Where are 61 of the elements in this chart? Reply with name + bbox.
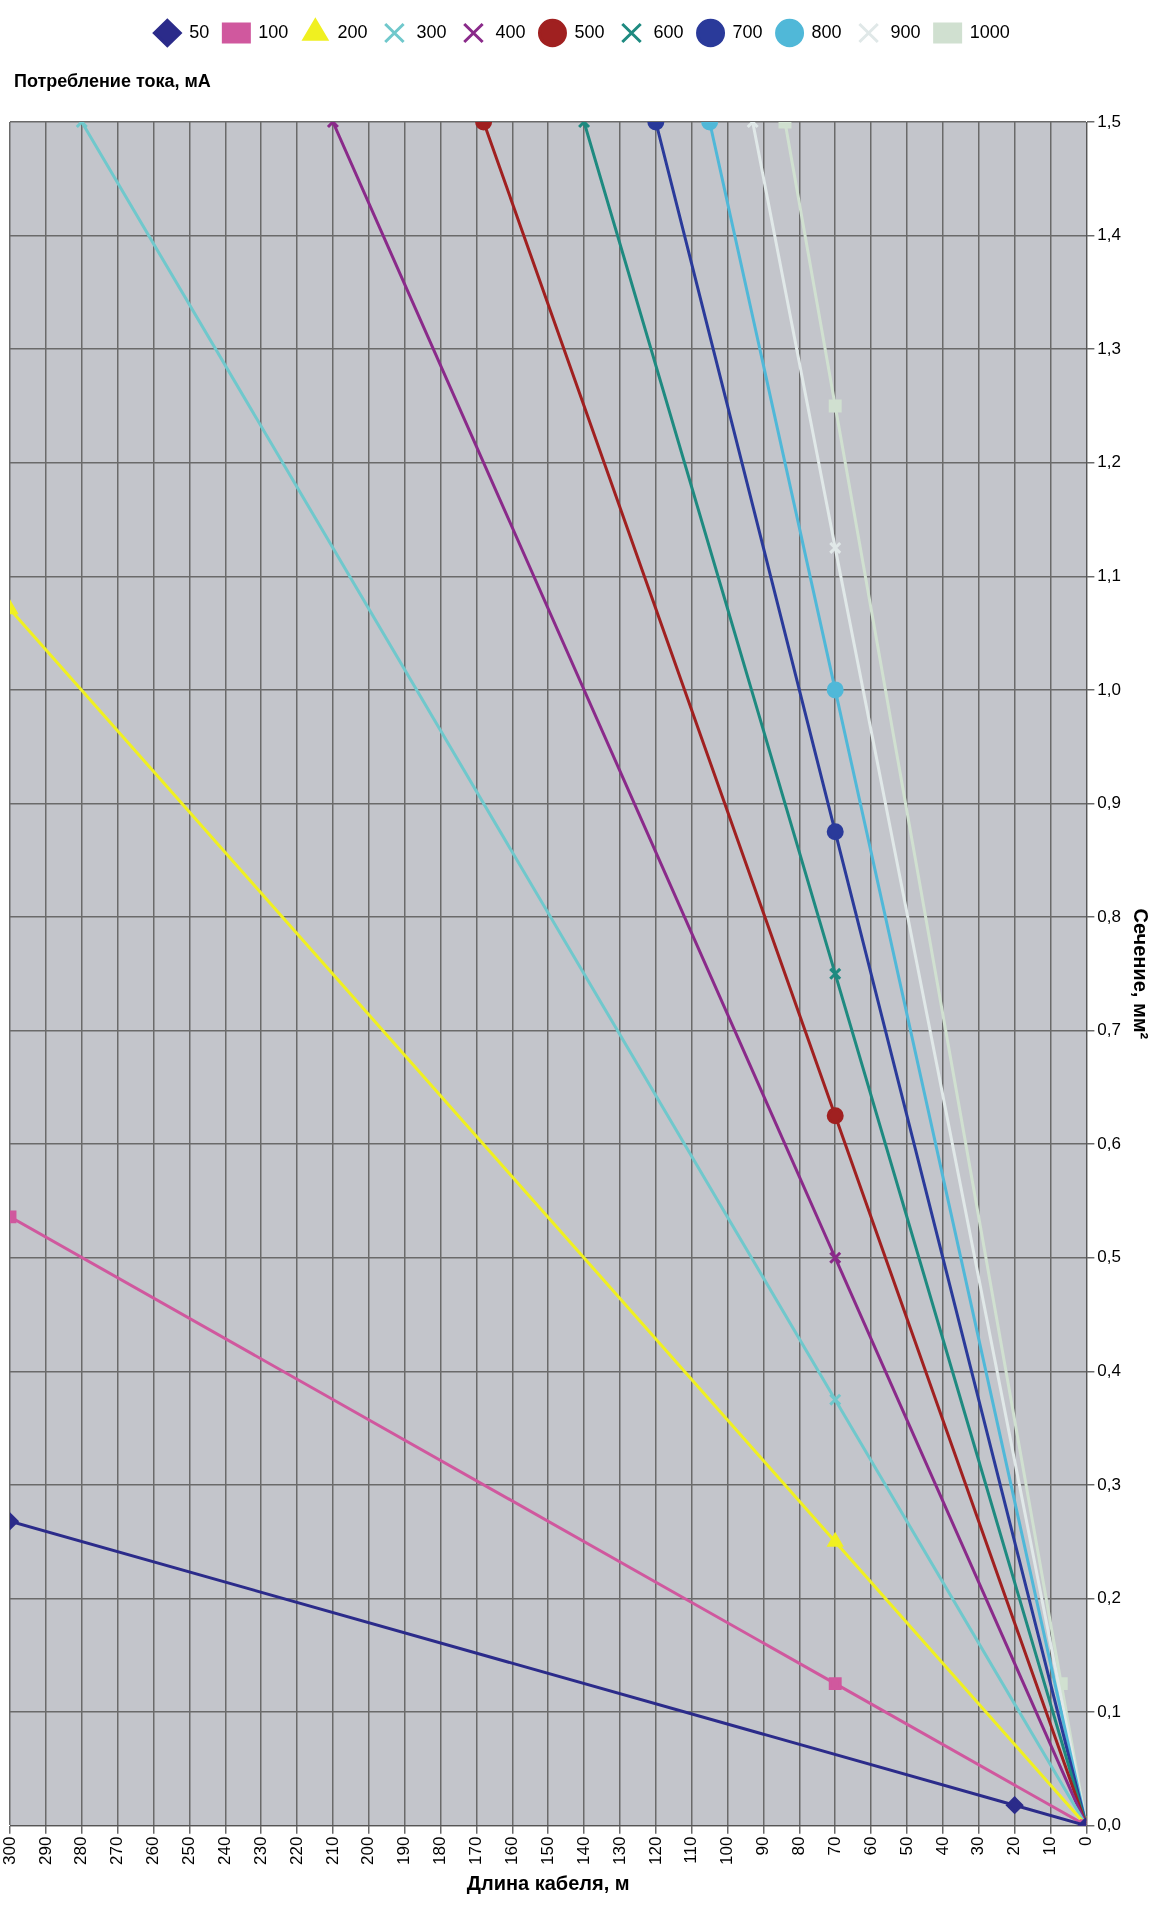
y-tick-label: 0,2 xyxy=(1097,1588,1122,1608)
legend-label: 600 xyxy=(653,21,684,42)
x-tick-label: 100 xyxy=(717,1836,737,1866)
x-tick-label: 40 xyxy=(932,1836,952,1856)
x-tick-label: 200 xyxy=(358,1836,378,1866)
x-tick-label: 230 xyxy=(250,1836,270,1866)
x-tick-label: 20 xyxy=(1004,1836,1024,1856)
legend-label: 900 xyxy=(890,21,921,42)
x-tick-label: 80 xyxy=(789,1836,809,1856)
x-tick-label: 10 xyxy=(1040,1836,1060,1856)
legend-label: 400 xyxy=(495,21,526,42)
y-tick-label: 1,4 xyxy=(1097,225,1122,245)
legend-label: 100 xyxy=(258,21,289,42)
y-tick-label: 0,6 xyxy=(1097,1133,1122,1153)
x-tick-label: 50 xyxy=(896,1836,916,1856)
x-tick-label: 60 xyxy=(860,1836,880,1856)
y-tick-label: 0,0 xyxy=(1097,1815,1122,1835)
legend-label: 50 xyxy=(189,21,210,42)
y-tick-label: 1,2 xyxy=(1097,452,1122,472)
legend-label: 700 xyxy=(732,21,763,42)
y-tick-label: 1,5 xyxy=(1097,111,1122,131)
x-tick-label: 270 xyxy=(107,1836,127,1866)
y-axis-title: Сечение, мм² xyxy=(1130,908,1153,1040)
legend-label: 500 xyxy=(574,21,605,42)
y-tick-label: 1,3 xyxy=(1097,338,1122,358)
y-tick-label: 1,1 xyxy=(1097,565,1122,585)
legend-label: 200 xyxy=(337,21,368,42)
x-tick-label: 190 xyxy=(394,1836,414,1866)
legend-title: Потребление тока, мА xyxy=(14,70,211,91)
x-tick-label: 140 xyxy=(573,1836,593,1866)
x-tick-label: 160 xyxy=(501,1836,521,1866)
x-axis-title: Длина кабеля, м xyxy=(466,1871,630,1894)
x-tick-label: 120 xyxy=(645,1836,665,1866)
x-tick-label: 90 xyxy=(753,1836,773,1856)
y-tick-label: 0,7 xyxy=(1097,1020,1122,1040)
legend-label: 1000 xyxy=(969,21,1010,42)
x-tick-label: 260 xyxy=(143,1836,163,1866)
y-tick-label: 0,4 xyxy=(1097,1361,1122,1381)
x-tick-label: 290 xyxy=(35,1836,55,1866)
x-tick-label: 0 xyxy=(1076,1836,1096,1847)
x-tick-label: 250 xyxy=(179,1836,199,1866)
x-tick-label: 130 xyxy=(609,1836,629,1866)
x-tick-label: 220 xyxy=(286,1836,306,1866)
x-tick-label: 70 xyxy=(824,1836,844,1856)
x-tick-label: 180 xyxy=(430,1836,450,1866)
y-tick-label: 0,1 xyxy=(1097,1701,1122,1721)
y-tick-label: 0,9 xyxy=(1097,793,1122,813)
y-tick-label: 0,3 xyxy=(1097,1474,1122,1494)
x-tick-label: 240 xyxy=(214,1836,234,1866)
legend-label: 800 xyxy=(811,21,842,42)
y-tick-label: 1,0 xyxy=(1097,679,1122,699)
x-tick-label: 210 xyxy=(322,1836,342,1866)
x-tick-label: 110 xyxy=(681,1836,701,1864)
x-tick-label: 150 xyxy=(537,1836,557,1866)
x-tick-label: 170 xyxy=(466,1836,486,1866)
y-tick-label: 0,8 xyxy=(1097,906,1122,926)
x-tick-label: 300 xyxy=(0,1836,19,1866)
y-tick-label: 0,5 xyxy=(1097,1247,1122,1267)
legend-label: 300 xyxy=(416,21,447,42)
x-tick-label: 280 xyxy=(71,1836,91,1866)
x-tick-label: 30 xyxy=(968,1836,988,1856)
